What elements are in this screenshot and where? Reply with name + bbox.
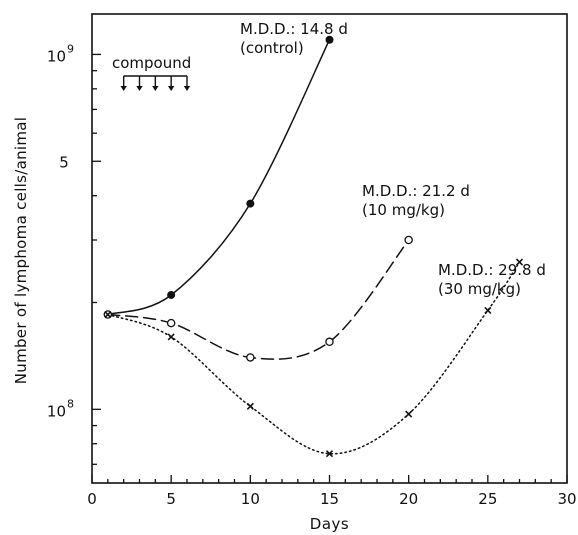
dose-arrow-head: [120, 86, 127, 91]
cross-mark-stroke: [325, 450, 334, 458]
cross-mark-stroke: [246, 402, 254, 410]
y-tick-label: 10 8: [47, 397, 74, 420]
data-point-30-mg-kg: [167, 333, 175, 341]
x-tick-label: 15: [320, 490, 339, 508]
data-point-10-mg-kg: [325, 337, 334, 347]
y-tick-label-base: 10: [47, 47, 66, 65]
data-point-30-mg-kg: [405, 410, 413, 418]
data-point-10-mg-kg: [166, 318, 176, 328]
dose-arrow-head: [167, 86, 175, 91]
data-point-10-mg-kg: [246, 353, 255, 362]
x-tick-label: 20: [399, 490, 418, 508]
series-label-line: M.D.D.: 29.8 d: [438, 261, 546, 279]
data-point-10-mg-kg: [404, 235, 413, 245]
dose-arrow: [183, 76, 191, 91]
x-tick-label: 10: [241, 490, 260, 508]
compound-annotation: compound: [112, 54, 191, 91]
y-tick-label: 5: [59, 153, 69, 171]
y-tick-label-exponent: 8: [67, 397, 74, 410]
series-label-30-mg-kg: M.D.D.: 29.8 d(30 mg/kg): [438, 261, 546, 298]
data-point-30-mg-kg: [484, 306, 492, 314]
series-label-10-mg-kg: M.D.D.: 21.2 d(10 mg/kg): [362, 182, 470, 219]
cross-mark-stroke: [167, 333, 175, 341]
data-point-control: [325, 35, 334, 44]
annotations: M.D.D.: 14.8 d(control) M.D.D.: 21.2 d(10…: [112, 20, 546, 298]
y-tick-label-exponent: 9: [67, 42, 74, 55]
dose-arrow: [167, 76, 175, 91]
dose-arrow: [136, 76, 143, 91]
series-markers: [103, 35, 524, 458]
data-point-control: [167, 290, 176, 299]
y-tick-label: 10 9: [47, 42, 74, 65]
series-line-10-mg-kg: [107, 239, 410, 360]
dose-arrow: [120, 76, 127, 91]
x-tick-label: 25: [478, 490, 497, 508]
dose-arrow-head: [152, 86, 159, 91]
series-label-line: M.D.D.: 14.8 d: [240, 20, 348, 38]
cross-mark-stroke: [104, 310, 112, 319]
x-axis-label: Days: [310, 515, 349, 533]
data-point-30-mg-kg: [515, 258, 524, 266]
compound-label: compound: [112, 54, 191, 72]
series-label-line: M.D.D.: 21.2 d: [362, 182, 470, 200]
dose-arrow-head: [183, 86, 191, 91]
dose-arrow: [152, 76, 159, 91]
data-point-control: [246, 199, 255, 208]
y-tick-label-base: 10: [47, 402, 66, 420]
data-point-30-mg-kg: [325, 450, 334, 458]
data-point-30-mg-kg: [246, 402, 254, 410]
series-label-line: (30 mg/kg): [438, 280, 521, 298]
y-axis-label: Number of lymphoma cells/animal: [12, 117, 30, 385]
series-line-control: [107, 38, 331, 316]
cross-mark-stroke: [484, 306, 492, 314]
x-tick-label: 30: [557, 490, 576, 508]
series-label-control: M.D.D.: 14.8 d(control): [240, 20, 348, 57]
cross-mark-stroke: [515, 258, 524, 266]
x-tick-label: 0: [87, 490, 97, 508]
x-tick-label: 5: [166, 490, 176, 508]
series-label-line: (control): [240, 39, 304, 57]
dose-arrow-head: [136, 86, 143, 91]
series-curves: [107, 38, 521, 455]
data-point-30-mg-kg: [104, 310, 112, 319]
series-label-line: (10 mg/kg): [362, 201, 445, 219]
cross-mark-stroke: [405, 410, 413, 418]
y-tick-label-base: 5: [59, 153, 69, 171]
plot-frame: [91, 13, 568, 484]
